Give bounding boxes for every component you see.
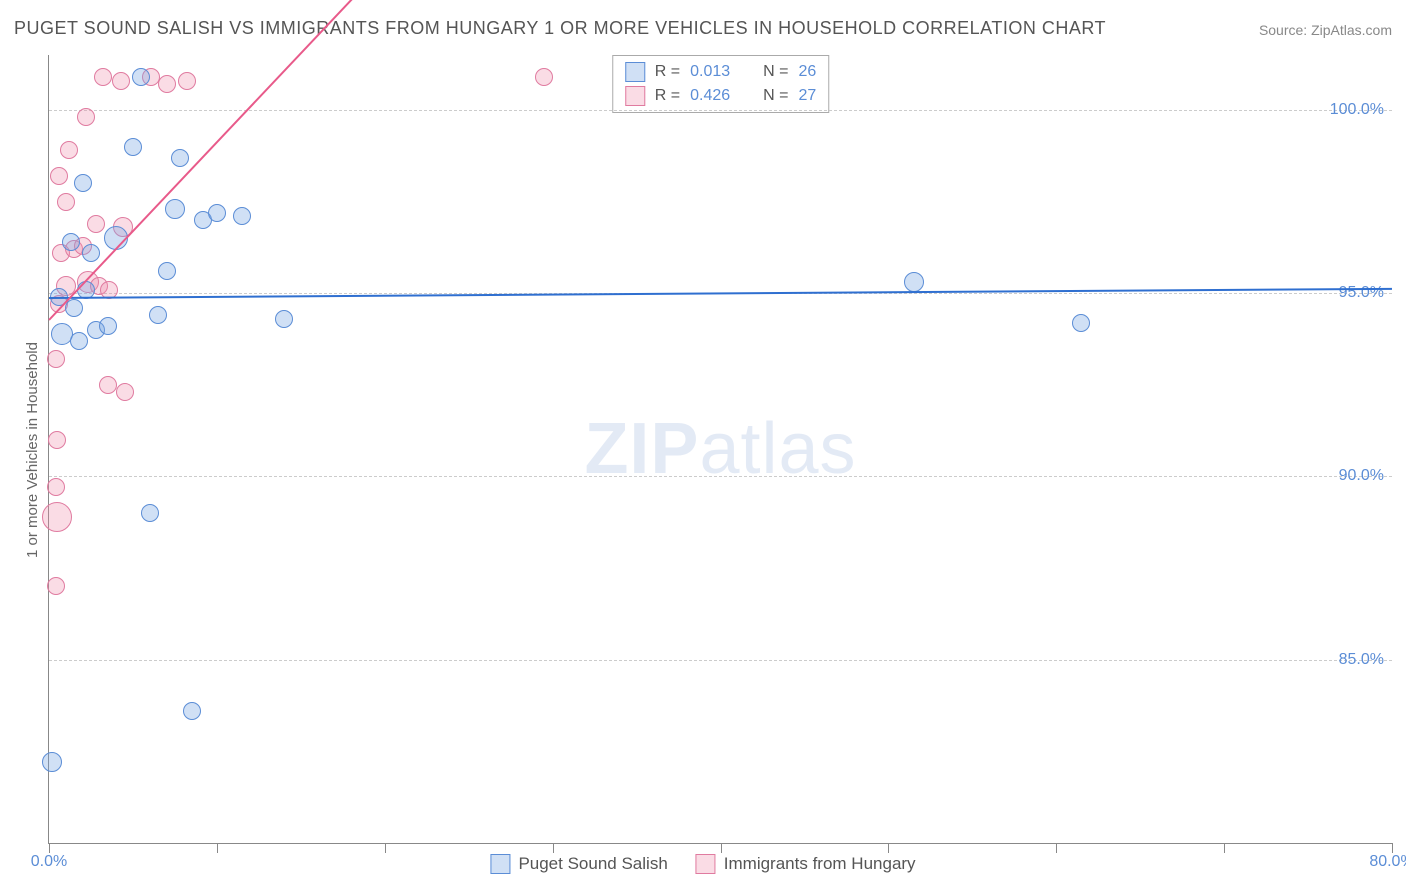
x-tick [49,843,50,853]
data-point [87,215,105,233]
data-point [132,68,150,86]
data-point [99,317,117,335]
data-point [112,72,130,90]
legend-item: Puget Sound Salish [490,854,667,874]
data-point [42,752,62,772]
x-tick [721,843,722,853]
source-label: Source: ZipAtlas.com [1259,22,1392,38]
x-tick [1392,843,1393,853]
data-point [62,233,80,251]
r-value: 0.013 [690,63,745,81]
gridline [49,660,1392,661]
watermark: ZIPatlas [584,408,856,490]
data-point [149,306,167,324]
legend-item: Immigrants from Hungary [696,854,916,874]
legend-swatch-pink [696,854,716,874]
chart-title: PUGET SOUND SALISH VS IMMIGRANTS FROM HU… [14,18,1106,39]
data-point [275,310,293,328]
legend-label: Immigrants from Hungary [724,854,916,874]
data-point [94,68,112,86]
data-point [65,299,83,317]
plot-area: ZIPatlas R = 0.013 N = 26 R = 0.426 N = … [48,55,1392,844]
n-value: 27 [798,87,816,105]
legend-swatch-blue [625,62,645,82]
gridline [49,110,1392,111]
data-point [904,272,924,292]
data-point [535,68,553,86]
legend-label: Puget Sound Salish [518,854,667,874]
data-point [47,350,65,368]
data-point [57,193,75,211]
y-tick-label: 100.0% [1330,101,1384,119]
legend-swatch-pink [625,86,645,106]
y-tick-label: 85.0% [1339,651,1384,669]
data-point [60,141,78,159]
n-label: N = [763,87,788,105]
x-tick-label: 0.0% [31,853,67,871]
y-tick-label: 90.0% [1339,467,1384,485]
x-tick-label: 80.0% [1369,853,1406,871]
data-point [77,108,95,126]
data-point [158,75,176,93]
legend-series: Puget Sound Salish Immigrants from Hunga… [490,854,915,874]
x-tick [1224,843,1225,853]
data-point [70,332,88,350]
data-point [1072,314,1090,332]
data-point [116,383,134,401]
r-value: 0.426 [690,87,745,105]
data-point [141,504,159,522]
n-value: 26 [798,63,816,81]
legend-swatch-blue [490,854,510,874]
data-point [48,431,66,449]
x-tick [888,843,889,853]
legend-row: R = 0.426 N = 27 [625,84,816,108]
legend-row: R = 0.013 N = 26 [625,60,816,84]
x-tick [217,843,218,853]
data-point [124,138,142,156]
data-point [183,702,201,720]
x-tick [1056,843,1057,853]
data-point [233,207,251,225]
data-point [178,72,196,90]
data-point [158,262,176,280]
r-label: R = [655,87,680,105]
data-point [171,149,189,167]
trend-line [48,0,385,321]
data-point [208,204,226,222]
data-point [74,174,92,192]
data-point [42,502,72,532]
plot-container: 1 or more Vehicles in Household ZIPatlas… [14,55,1392,878]
n-label: N = [763,63,788,81]
y-axis-label: 1 or more Vehicles in Household [24,342,41,558]
data-point [47,478,65,496]
data-point [50,167,68,185]
data-point [99,376,117,394]
r-label: R = [655,63,680,81]
data-point [82,244,100,262]
x-tick [553,843,554,853]
gridline [49,476,1392,477]
data-point [165,199,185,219]
y-tick-label: 95.0% [1339,284,1384,302]
data-point [47,577,65,595]
x-tick [385,843,386,853]
legend-correlation: R = 0.013 N = 26 R = 0.426 N = 27 [612,55,829,113]
